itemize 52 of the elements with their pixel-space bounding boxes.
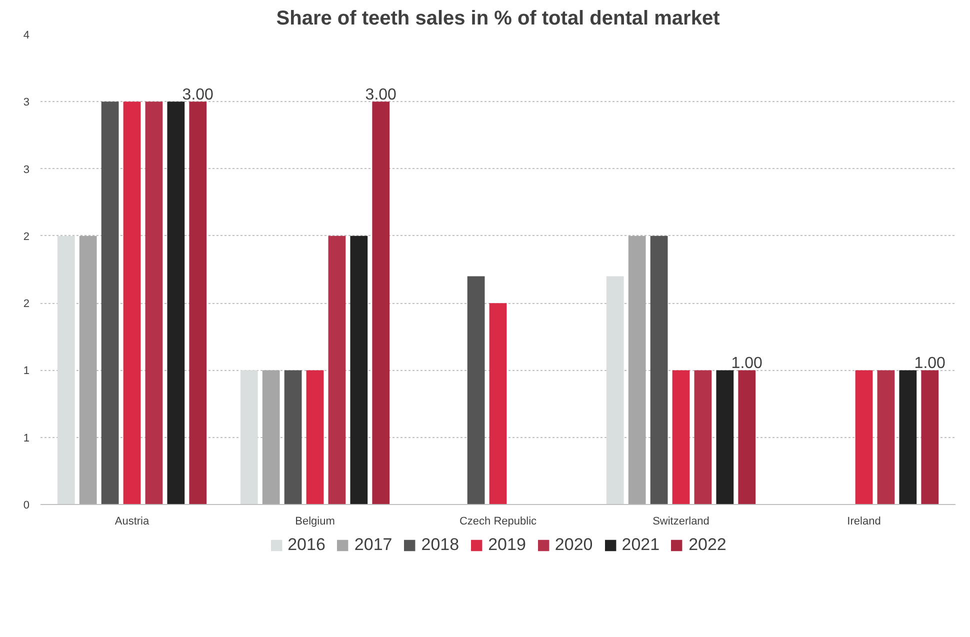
legend-label: 2016: [288, 535, 326, 555]
bar: [628, 236, 646, 504]
bar: [672, 370, 690, 504]
bar: [123, 102, 141, 504]
legend-label: 2021: [622, 535, 660, 555]
bar: [284, 370, 302, 504]
y-tick-label: 2: [23, 298, 30, 310]
x-tick-label: Czech Republic: [459, 516, 538, 528]
legend-label: 2022: [688, 535, 726, 555]
data-label: 3.00: [365, 86, 397, 104]
y-tick-label: 3: [23, 96, 30, 109]
bar: [606, 276, 624, 504]
y-tick-label: 3: [23, 164, 30, 176]
bar: [899, 370, 917, 504]
bar: [489, 303, 507, 504]
bar: [306, 370, 324, 504]
bar: [694, 370, 712, 504]
bar: [262, 370, 280, 504]
data-label: 3.00: [182, 86, 214, 104]
bar: [189, 102, 207, 504]
bar: [145, 102, 163, 504]
bar: [921, 370, 939, 504]
bar: [57, 236, 75, 504]
legend-label: 2020: [554, 535, 593, 555]
bar: [467, 276, 485, 504]
bar: [167, 102, 185, 504]
x-tick-label: Ireland: [847, 516, 881, 528]
x-tick-label: Switzerland: [652, 516, 710, 528]
bar: [101, 102, 119, 504]
x-tick-label: Austria: [114, 516, 150, 528]
legend-label: 2017: [354, 535, 392, 555]
bar: [716, 370, 734, 504]
y-tick-label: 0: [23, 500, 30, 512]
y-tick-label: 1: [23, 432, 30, 444]
bar: [372, 102, 390, 504]
y-tick-label: 2: [23, 230, 30, 243]
legend-label: 2018: [421, 535, 460, 555]
y-tick-label: 1: [23, 365, 30, 378]
bar: [738, 370, 756, 504]
legend-label: 2019: [488, 535, 526, 555]
x-tick-label: Belgium: [295, 516, 335, 528]
bar: [350, 236, 368, 504]
bar: [240, 370, 258, 504]
data-label: 1.00: [731, 355, 763, 372]
bar: [79, 236, 97, 504]
bar: [650, 236, 668, 504]
bar: [855, 370, 873, 504]
bar: [328, 236, 346, 504]
chart-title: Share of teeth sales in % of total dental market: [276, 8, 720, 30]
y-tick-label: 4: [23, 30, 30, 42]
data-label: 1.00: [914, 355, 946, 372]
bar: [877, 370, 895, 504]
